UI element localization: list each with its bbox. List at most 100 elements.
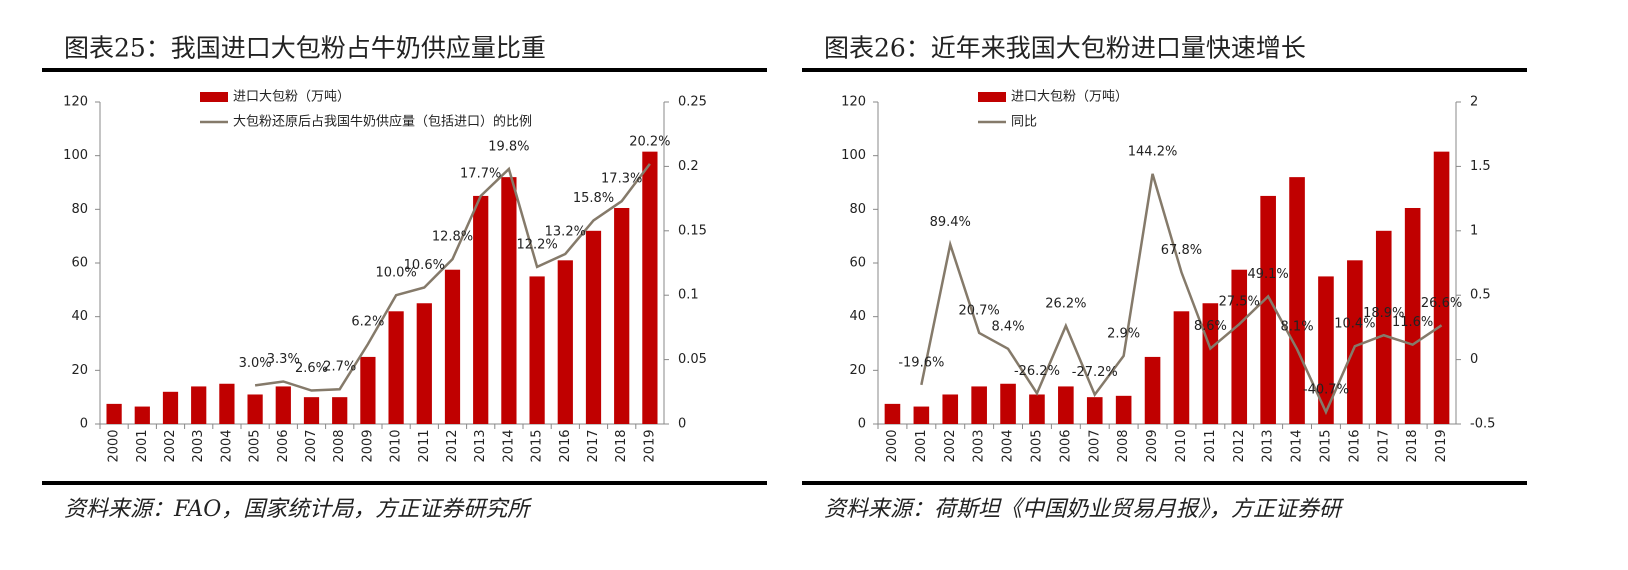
x-tick-label: 2007 — [1087, 429, 1102, 462]
bar — [303, 397, 320, 424]
line — [254, 163, 651, 392]
bar — [1144, 356, 1161, 424]
panel-title: 图表26：近年来我国大包粉进口量快速增长 — [824, 34, 1306, 63]
x-tick-label: 2009 — [360, 429, 375, 462]
bar — [360, 356, 376, 424]
bar — [1202, 303, 1219, 424]
source: 资料来源：荷斯坦《中国奶业贸易月报》，方正证券研 — [824, 497, 1345, 522]
bar — [1260, 195, 1276, 424]
x-tick-label: 2016 — [1347, 429, 1362, 462]
y2-tick-label: 1.5 — [1470, 159, 1491, 174]
bar — [1318, 276, 1334, 424]
data-label: 27.5% — [1219, 295, 1260, 310]
x-tick-label: 2006 — [276, 429, 291, 462]
bar — [416, 303, 432, 424]
y-tick-label: 80 — [849, 202, 866, 217]
bar — [1115, 395, 1132, 424]
x-tick-label: 2001 — [135, 429, 150, 462]
bar — [444, 269, 461, 424]
legend-label: 大包粉还原后占我国牛奶供应量（包括进口）的比例 — [233, 114, 532, 130]
bar — [106, 403, 122, 424]
legend-label: 进口大包粉（万吨） — [233, 90, 350, 105]
x-tick-label: 2007 — [304, 429, 319, 462]
legend-swatch — [978, 92, 1006, 102]
y2-tick-label: 0.15 — [678, 223, 707, 238]
bar — [191, 386, 207, 424]
y-tick-label: 100 — [63, 148, 88, 163]
y-tick-label: 0 — [80, 417, 88, 432]
data-label: 10.4% — [1334, 317, 1375, 332]
data-label: -27.2% — [1072, 365, 1118, 380]
bar — [942, 394, 959, 424]
x-tick-label: 2004 — [1001, 429, 1016, 462]
y-tick-label: 20 — [849, 363, 866, 378]
data-label: 8.1% — [1281, 320, 1314, 335]
x-tick-label: 2003 — [191, 429, 206, 462]
bar — [971, 386, 987, 424]
bar — [275, 386, 291, 424]
legend-swatch — [200, 92, 228, 102]
y-tick-label: 100 — [841, 148, 866, 163]
data-label: 144.2% — [1128, 144, 1178, 159]
x-tick-label: 2019 — [1434, 429, 1449, 462]
panel-title: 图表25：我国进口大包粉占牛奶供应量比重 — [64, 34, 546, 63]
x-tick-label: 2015 — [1318, 429, 1333, 462]
y2-tick-label: 0 — [1470, 352, 1478, 367]
bar — [473, 195, 489, 424]
bar — [501, 177, 517, 424]
y2-tick-label: 0.05 — [678, 352, 707, 367]
x-tick-label: 2013 — [473, 429, 488, 462]
x-tick-label: 2014 — [1290, 429, 1305, 462]
bar — [1404, 207, 1421, 424]
y-tick-label: 120 — [841, 95, 866, 110]
bar — [1058, 386, 1074, 424]
x-tick-label: 2002 — [163, 429, 178, 462]
data-label: 26.2% — [1045, 296, 1086, 311]
data-label: 49.1% — [1247, 267, 1288, 282]
data-label: -26.2% — [1014, 364, 1060, 379]
y-tick-label: 0 — [858, 417, 866, 432]
y-tick-label: 60 — [849, 256, 866, 271]
bar — [585, 230, 602, 424]
bar — [332, 397, 348, 424]
y2-tick-label: 0.1 — [678, 288, 699, 303]
legend-label: 同比 — [1011, 115, 1037, 130]
x-tick-label: 2015 — [530, 429, 545, 462]
bar — [884, 403, 901, 424]
data-label: 6.2% — [351, 315, 384, 330]
bar — [1086, 397, 1103, 424]
data-label: 11.6% — [1392, 315, 1433, 330]
bar — [162, 391, 179, 424]
data-label: 17.3% — [601, 172, 642, 187]
data-label: 10.6% — [404, 258, 445, 273]
y-tick-label: 80 — [71, 202, 88, 217]
bar — [1000, 383, 1016, 424]
x-tick-label: 2014 — [501, 429, 516, 462]
x-tick-label: 2001 — [914, 429, 929, 462]
y2-tick-label: 0 — [678, 417, 686, 432]
x-tick-label: 2017 — [1376, 429, 1391, 462]
data-label: 8.6% — [1194, 319, 1227, 334]
data-label: 15.8% — [573, 191, 614, 206]
x-tick-label: 2011 — [1203, 429, 1218, 462]
bar — [529, 276, 545, 424]
x-tick-label: 2010 — [389, 429, 404, 462]
legend-label: 进口大包粉（万吨） — [1011, 90, 1128, 105]
data-label: 10.0% — [375, 266, 416, 281]
x-tick-label: 2016 — [558, 429, 573, 462]
bar — [219, 383, 235, 424]
x-tick-label: 2000 — [885, 429, 900, 462]
data-label: 67.8% — [1161, 243, 1202, 258]
bar — [642, 151, 658, 424]
data-label: 12.2% — [516, 237, 557, 252]
data-label: 2.7% — [323, 360, 356, 375]
data-label: 3.0% — [239, 356, 272, 371]
x-tick-label: 2018 — [1405, 429, 1420, 462]
source: 资料来源：FAO，国家统计局，方正证券研究所 — [64, 497, 532, 522]
y2-tick-label: 0.25 — [678, 95, 707, 110]
data-label: 20.7% — [958, 303, 999, 318]
data-label: 89.4% — [930, 215, 971, 230]
data-label: 13.2% — [545, 224, 586, 239]
data-label: 3.3% — [267, 352, 300, 367]
